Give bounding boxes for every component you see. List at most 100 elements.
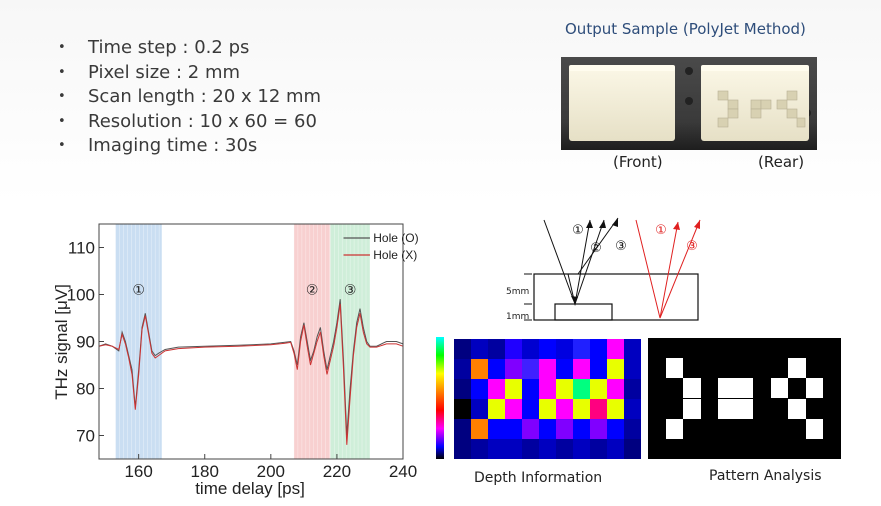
y-axis-label: THz signal [μV] [52,284,71,400]
depth-cell [607,379,624,399]
highlight-region [293,224,331,459]
pattern-cell [665,358,684,379]
depth-cell [556,439,573,459]
depth-cell [505,359,522,379]
depth-cell [454,379,471,399]
reflection-diagram: 5mm 1mm ① ② ③ ① ③ [506,217,701,322]
depth-cell [488,339,505,359]
depth-cell [522,359,539,379]
depth-cell [539,399,556,419]
depth-cell [454,399,471,419]
front-caption: (Front) [613,153,663,171]
x-tick-label: 200 [257,462,285,481]
pattern-cell [735,398,754,419]
pattern-cell [805,378,824,399]
depth-cell [556,379,573,399]
x-tick-label: 180 [191,462,219,481]
x-tick-label: 160 [124,462,152,481]
depth-cell [488,359,505,379]
bullet-text: Scan length : 20 x 12 mm [88,86,322,107]
sample-cross-section [533,273,699,321]
y-tick-label: 90 [76,333,95,352]
beam-label: ② [590,241,602,256]
rear-block-top [701,65,809,71]
depth-cell [488,379,505,399]
depth-cell [539,379,556,399]
pattern-cell [718,378,736,399]
depth-cell [573,359,590,379]
depth-cell [471,339,488,359]
depth-cell [471,379,488,399]
bullet-item: • Time step : 0.2 ps [58,36,321,61]
depth-map [436,337,641,459]
depth-cell [522,379,539,399]
y-tick-label: 80 [76,380,95,399]
axis-group: 160 180 200 220 240 70 80 90 100 110 [67,239,418,482]
series-group [98,299,404,445]
depth-cell [471,359,488,379]
pattern-cell [788,358,806,379]
beam-label: ③ [615,239,627,254]
depth-cell [624,439,641,459]
bullet-item: • Resolution : 10 x 60 = 60 [58,110,321,135]
depth-cell [607,339,624,359]
x-tick-label: 220 [323,462,351,481]
colorbar [436,337,444,459]
depth-cell [471,419,488,439]
region-label: ② [306,283,319,299]
depth-cell [590,439,607,459]
legend-entry: Hole (X) [373,248,417,262]
series-line [98,303,404,445]
depth-cell [539,439,556,459]
pattern-cell [770,378,789,399]
depth-label: Depth Information [474,470,603,486]
depth-cell [607,419,624,439]
bullet-dot: • [58,64,66,80]
rear-caption: (Rear) [758,153,805,171]
depth-cell [590,419,607,439]
depth-cell [522,339,539,359]
bullet-item: • Pixel size : 2 mm [58,61,321,86]
bullet-text: Time step : 0.2 ps [88,37,250,58]
arrowhead [694,220,700,229]
pattern-cell [718,398,736,419]
depth-cell [454,359,471,379]
beam-label: ① [655,223,667,238]
depth-cell [522,399,539,419]
y-tick-label: 110 [68,239,95,258]
depth-cell [522,419,539,439]
depth-cell [590,359,607,379]
depth-cell [624,419,641,439]
bullet-dot: • [58,89,66,104]
depth-cell [522,439,539,459]
depth-cell [607,439,624,459]
sample-photo [561,57,817,150]
depth-cell [556,399,573,419]
depth-cell [590,339,607,359]
depth-cell [573,339,590,359]
depth-cell [454,439,471,459]
region-label: ③ [344,283,357,299]
depth-cell [624,379,641,399]
depth-cell [590,379,607,399]
depth-cell [505,339,522,359]
pattern-label: Pattern Analysis [709,468,822,484]
bench-hole [685,67,693,75]
rear-pattern-holes [717,90,806,128]
depth-cell [556,419,573,439]
depth-cells [454,339,641,459]
highlight-region [115,224,162,459]
bullet-dot: • [58,138,66,153]
pattern-cell [665,418,684,439]
arrowhead [612,218,618,227]
legend-entry: Hole (O) [373,231,418,245]
depth-cell [471,439,488,459]
dimension-1mm: 1mm [506,312,529,322]
front-block-top [569,65,675,71]
bench-hole [685,97,693,105]
arrowhead [673,222,680,230]
hole-cross-section [554,303,613,321]
depth-cell [454,419,471,439]
pattern-cell [805,418,824,439]
depth-cell [590,399,607,419]
